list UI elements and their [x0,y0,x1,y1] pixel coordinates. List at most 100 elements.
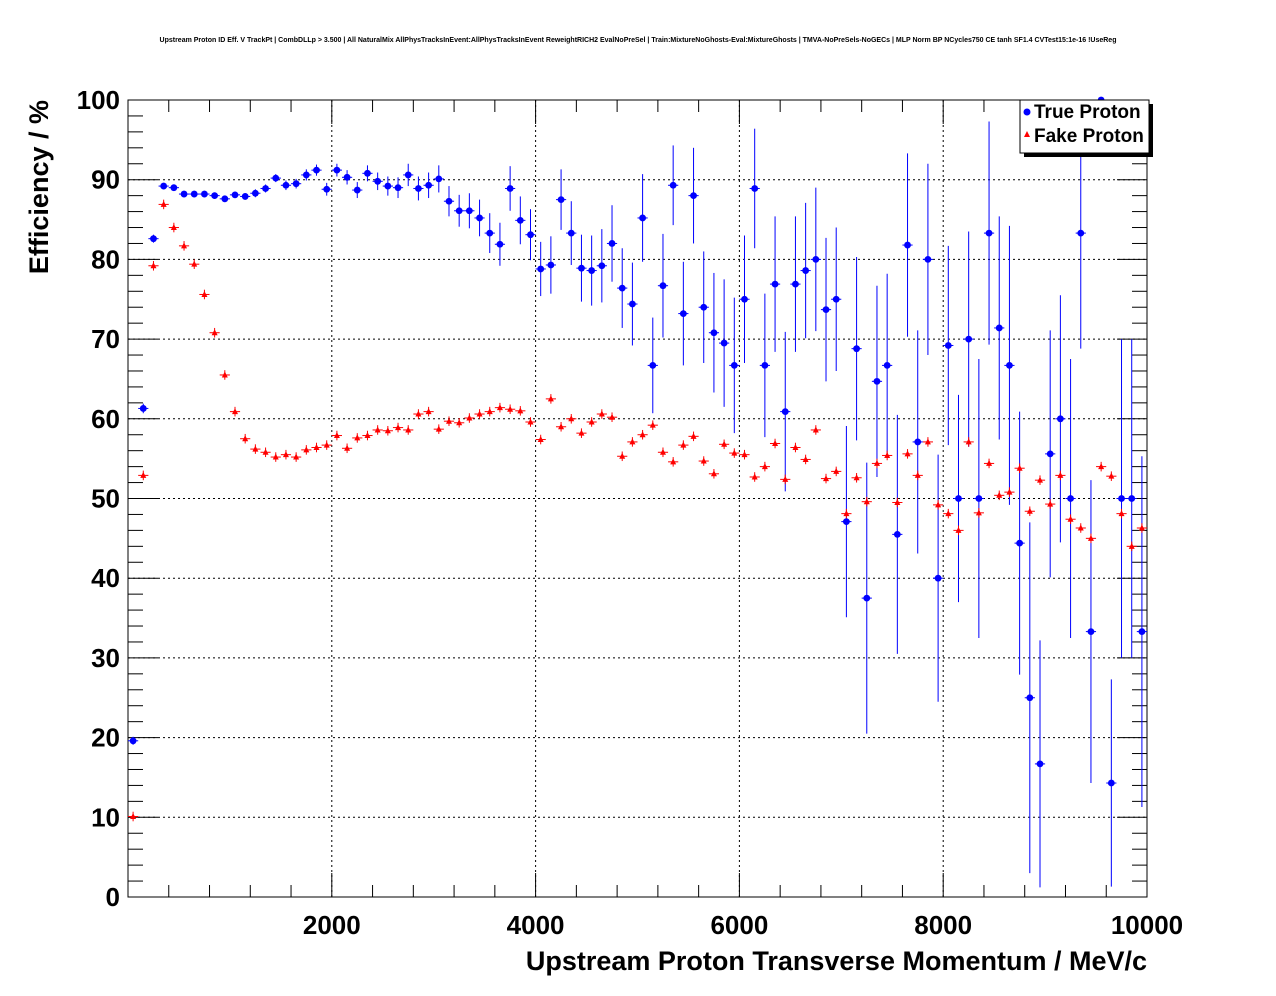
data-point [873,377,881,385]
data-point [965,335,973,343]
data-point [395,424,402,431]
data-point [333,432,340,439]
x-tick-label: 6000 [710,910,768,940]
data-point [476,214,483,222]
data-point [405,426,412,433]
data-point [190,190,198,198]
data-point [629,438,636,445]
fake-proton-series [128,199,1147,822]
data-point [904,450,911,457]
data-point [1107,779,1115,787]
data-point [221,371,228,378]
data-point [721,440,728,447]
data-point [618,284,626,292]
data-point [241,193,249,200]
data-point [201,190,208,198]
data-point [496,404,503,411]
data-point [1087,534,1094,541]
data-point [986,459,993,466]
x-tick-labels: 2000 4000 6000 8000 10000 [303,910,1183,940]
data-point [435,175,443,183]
data-point [313,443,320,450]
data-point [853,345,860,353]
data-point [608,240,616,247]
legend-marker-true-proton [1023,108,1031,116]
data-point [731,449,738,456]
data-point [537,265,545,273]
data-point [843,510,850,517]
grid [128,100,1147,897]
data-point [934,574,942,582]
data-point [812,426,819,433]
data-point [1016,464,1023,471]
data-point [476,410,483,417]
data-point [160,200,167,207]
legend-box [1019,99,1150,154]
data-point [1128,542,1135,549]
y-tick-label: 70 [91,324,120,354]
data-point [598,410,605,417]
y-tick-label: 50 [91,484,120,514]
data-point [129,737,137,745]
data-point [150,262,157,269]
y-tick-label: 40 [91,563,120,593]
data-point [710,470,717,477]
data-point [975,495,983,502]
data-point [170,224,177,231]
data-point [863,594,871,602]
data-point [679,310,687,317]
data-point [772,440,779,447]
data-point [945,510,952,517]
data-point [364,432,371,439]
data-point [567,229,575,237]
data-point [191,260,198,267]
data-point [445,417,452,424]
chart-title: Upstream Proton ID Eff. V TrackPt | Comb… [160,37,1117,44]
data-point [1057,471,1064,478]
data-point [873,459,880,466]
legend-label-fake-proton: Fake Proton [1034,126,1144,147]
x-axis-label: Upstream Proton Transverse Momentum / Me… [526,946,1147,976]
data-point [445,197,453,205]
data-point [894,498,901,505]
data-point [374,426,381,433]
data-point [955,495,962,502]
data-point [1077,229,1085,237]
data-point [1006,362,1013,369]
data-point [252,445,259,452]
data-point [170,184,178,192]
data-point [1128,495,1136,502]
data-point [924,438,931,445]
data-point [527,231,534,239]
data-point [802,267,810,274]
data-point [1046,450,1054,458]
data-point [609,413,616,420]
data-point [914,438,922,446]
data-point [211,192,219,200]
data-point [547,261,555,269]
data-point [649,362,657,369]
data-point [710,329,718,337]
data-point [833,467,840,474]
data-point [629,300,636,308]
x-tick-label: 8000 [914,910,972,940]
data-point [741,295,748,303]
x-tick-label: 10000 [1111,910,1183,940]
data-point [975,509,982,516]
data-point [914,471,921,478]
data-point [771,280,779,288]
data-point [680,441,687,448]
data-point [465,207,473,215]
data-point [180,190,188,198]
data-point [353,186,361,194]
data-point [1118,495,1125,502]
data-point [863,498,870,505]
data-point [1036,760,1044,768]
data-point [486,229,494,237]
data-point [985,229,993,237]
data-point [343,173,351,181]
data-point [242,435,249,442]
legend: True Proton Fake Proton [1019,99,1153,157]
